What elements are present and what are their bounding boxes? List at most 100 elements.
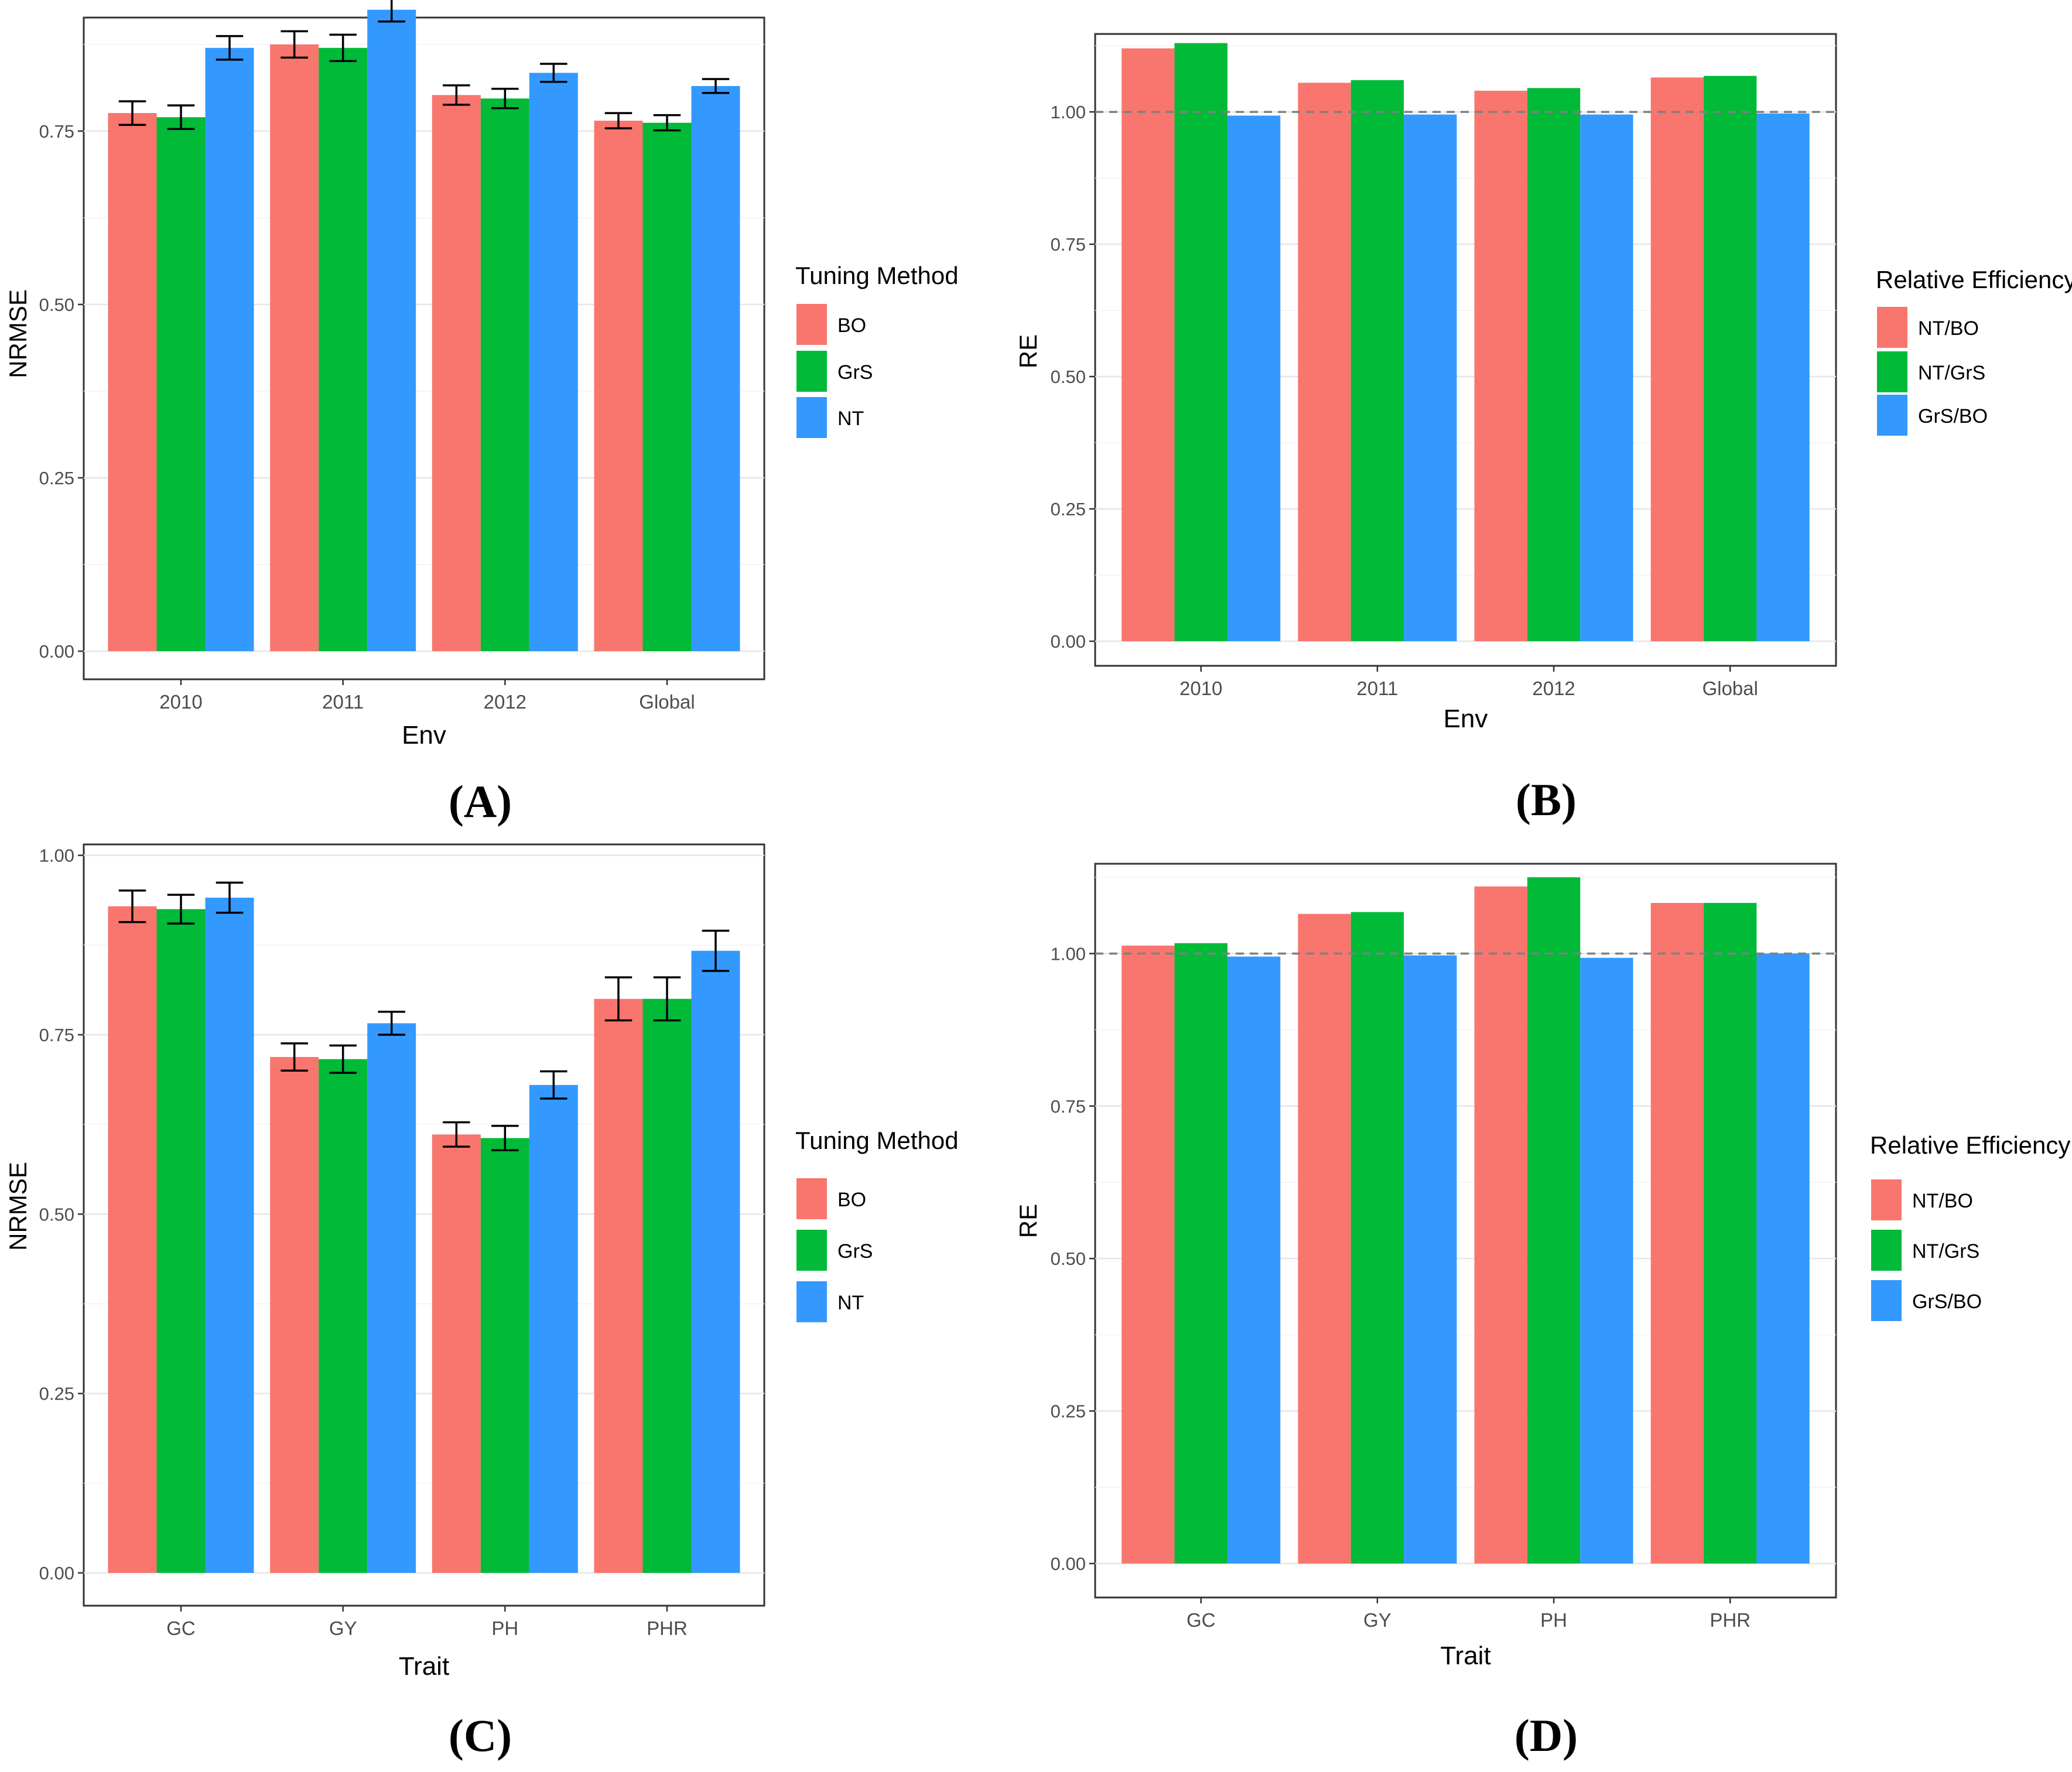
y-axis-title: NRMSE bbox=[4, 1162, 32, 1251]
error-bar bbox=[216, 881, 244, 914]
y-tick-label: 0.50 bbox=[1051, 367, 1086, 387]
bar-bo-2012 bbox=[432, 95, 481, 651]
legend-swatch-nt bbox=[796, 1281, 827, 1322]
y-tick-label: 0.75 bbox=[39, 1025, 74, 1045]
error-bar bbox=[118, 100, 146, 126]
chart-panel-c: 0.00 0.25 0.50 0.75 1.00 GC GY PH PHR Trait NRMSE T… bbox=[4, 843, 959, 1761]
legend-label-nt: NT bbox=[837, 1292, 864, 1314]
error-bar bbox=[281, 1042, 308, 1072]
legend-swatch-nt-grs bbox=[1871, 1230, 1902, 1271]
error-bar bbox=[604, 112, 632, 129]
bar-nt-grs-phr bbox=[1704, 902, 1757, 1564]
legend: Tuning Method BO GrS NT bbox=[795, 1127, 959, 1322]
bar-grs-bo-gc bbox=[1227, 956, 1281, 1564]
x-tick-label: PH bbox=[1540, 1609, 1567, 1631]
bar-nt-grs-gy bbox=[1350, 912, 1404, 1564]
bar-nt-bo-gy bbox=[1298, 914, 1351, 1564]
legend-swatch-bo bbox=[796, 1178, 827, 1219]
error-bar bbox=[329, 33, 357, 63]
x-axis-title: Trait bbox=[399, 1652, 449, 1681]
bar-nt-grs-global bbox=[1704, 76, 1757, 642]
bar-nt-grs-ph bbox=[1527, 877, 1581, 1564]
error-bar bbox=[604, 976, 632, 1022]
bar-nt-grs-gc bbox=[1174, 943, 1228, 1564]
error-bar bbox=[216, 35, 244, 61]
y-tick-label: 0.75 bbox=[1051, 234, 1086, 255]
bar-bo-gy bbox=[270, 1056, 319, 1573]
bar-grs-bo-2010 bbox=[1227, 115, 1281, 641]
bar-nt-2010 bbox=[205, 47, 254, 652]
error-bar bbox=[653, 114, 681, 132]
legend-swatch-nt-bo bbox=[1871, 1179, 1902, 1220]
legend-label-grs-bo: GrS/BO bbox=[1912, 1291, 1982, 1313]
y-axis-title: RE bbox=[1014, 334, 1042, 368]
y-tick-label: 0.00 bbox=[39, 1563, 74, 1583]
panel-label: (B) bbox=[1516, 774, 1577, 825]
x-tick-label: PHR bbox=[1709, 1609, 1750, 1631]
x-axis-title: Trait bbox=[1440, 1641, 1490, 1670]
legend-title: Relative Efficiency bbox=[1870, 1131, 2070, 1159]
bar-grs-gc bbox=[156, 909, 206, 1573]
bar-nt-bo-gc bbox=[1122, 945, 1175, 1564]
legend-swatch-nt-grs bbox=[1877, 351, 1907, 392]
legend-title: Tuning Method bbox=[795, 1127, 959, 1154]
panel-label: (D) bbox=[1514, 1710, 1578, 1761]
bar-nt-ph bbox=[529, 1085, 578, 1573]
y-tick-label: 1.00 bbox=[39, 846, 74, 866]
bar-nt-bo-2012 bbox=[1474, 90, 1527, 641]
x-axis-title: Env bbox=[1444, 704, 1488, 733]
bar-grs-2011 bbox=[319, 47, 368, 652]
y-tick-label: 1.00 bbox=[1051, 943, 1086, 964]
legend-label-grs-bo: GrS/BO bbox=[1918, 405, 1988, 427]
error-bar bbox=[653, 976, 681, 1022]
bar-bo-phr bbox=[594, 998, 643, 1573]
bar-nt-grs-2011 bbox=[1350, 80, 1404, 642]
bar-nt-gy bbox=[367, 1023, 416, 1573]
y-tick-label: 0.25 bbox=[39, 1384, 74, 1404]
x-axis-title: Env bbox=[402, 721, 446, 750]
error-bar bbox=[118, 889, 146, 923]
bar-grs-gy bbox=[319, 1059, 368, 1573]
legend-label-bo: BO bbox=[837, 1189, 866, 1211]
chart-panel-d: 0.00 0.25 0.50 0.75 1.00 GC GY PH PHR Trait RE Rela… bbox=[1014, 863, 2070, 1761]
legend: Relative Efficiency NT/BO NT/GrS GrS/BO bbox=[1870, 1131, 2070, 1321]
chart-panel-a: 0.00 0.25 0.50 0.75 2010 2011 2012 Global Env NRM… bbox=[4, 0, 959, 827]
y-tick-label: 0.75 bbox=[39, 121, 74, 142]
bar-nt-phr bbox=[691, 950, 740, 1573]
error-bar bbox=[491, 87, 519, 110]
bar-grs-2010 bbox=[156, 117, 206, 651]
bar-grs-global bbox=[642, 122, 692, 651]
error-bar bbox=[443, 1121, 470, 1148]
x-tick-label: PHR bbox=[647, 1617, 688, 1639]
legend: Relative Efficiency NT/BO NT/GrS GrS/BO bbox=[1876, 266, 2072, 436]
legend-swatch-grs-bo bbox=[1877, 395, 1907, 436]
error-bar bbox=[167, 894, 195, 925]
error-bar bbox=[378, 0, 405, 23]
x-tick-label: GC bbox=[1187, 1609, 1216, 1631]
y-axis-title: RE bbox=[1014, 1204, 1042, 1238]
y-tick-label: 0.75 bbox=[1051, 1096, 1086, 1117]
bar-nt-bo-global bbox=[1650, 77, 1704, 642]
legend-swatch-nt bbox=[796, 397, 827, 438]
error-bar bbox=[329, 1044, 357, 1074]
bar-nt-grs-2012 bbox=[1527, 88, 1581, 642]
legend-label-bo: BO bbox=[837, 314, 866, 337]
error-bar bbox=[167, 104, 195, 131]
bar-nt-grs-2010 bbox=[1174, 43, 1228, 642]
legend-label-nt-grs: NT/GrS bbox=[1912, 1240, 1979, 1263]
y-tick-label: 0.25 bbox=[1051, 499, 1086, 519]
panel-label: (C) bbox=[449, 1710, 512, 1761]
y-tick-label: 0.00 bbox=[1051, 631, 1086, 652]
x-tick-label: 2010 bbox=[1179, 678, 1222, 699]
bar-grs-bo-2011 bbox=[1404, 114, 1457, 641]
y-tick-label: 1.00 bbox=[1051, 102, 1086, 122]
bar-grs-bo-phr bbox=[1756, 953, 1810, 1564]
panel-label: (A) bbox=[449, 776, 512, 827]
bar-grs-2012 bbox=[480, 98, 529, 651]
bar-grs-bo-2012 bbox=[1580, 114, 1633, 641]
x-tick-label: Global bbox=[1702, 678, 1758, 699]
legend-swatch-grs-bo bbox=[1871, 1280, 1902, 1321]
bar-bo-gc bbox=[108, 906, 157, 1573]
bar-bo-ph bbox=[432, 1134, 481, 1573]
